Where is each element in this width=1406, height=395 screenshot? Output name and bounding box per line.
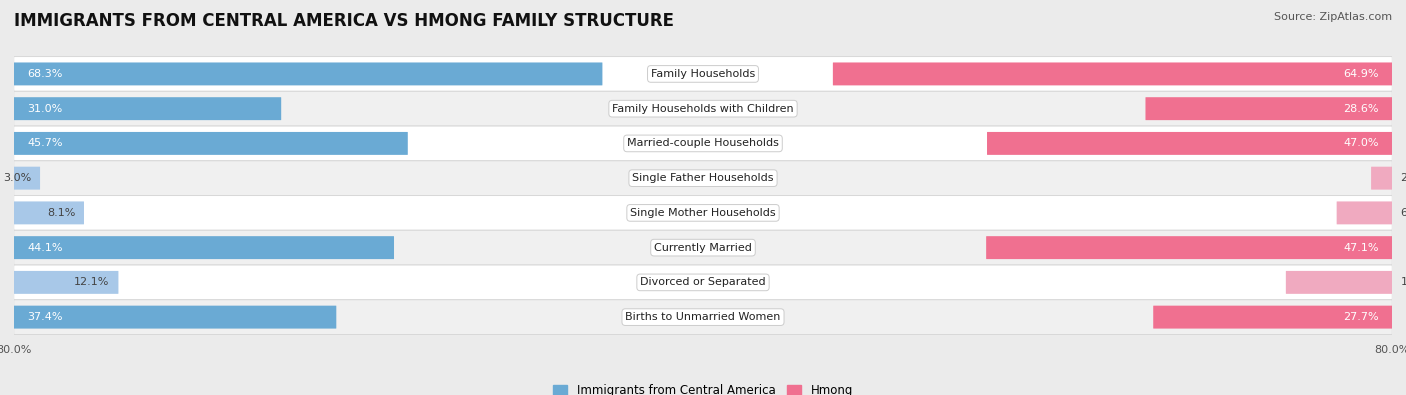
Text: IMMIGRANTS FROM CENTRAL AMERICA VS HMONG FAMILY STRUCTURE: IMMIGRANTS FROM CENTRAL AMERICA VS HMONG… — [14, 12, 673, 30]
FancyBboxPatch shape — [986, 236, 1392, 259]
Text: 45.7%: 45.7% — [27, 138, 62, 149]
FancyBboxPatch shape — [1146, 97, 1392, 120]
Legend: Immigrants from Central America, Hmong: Immigrants from Central America, Hmong — [553, 384, 853, 395]
Text: Married-couple Households: Married-couple Households — [627, 138, 779, 149]
Text: 68.3%: 68.3% — [27, 69, 62, 79]
FancyBboxPatch shape — [14, 97, 281, 120]
FancyBboxPatch shape — [14, 265, 1392, 300]
FancyBboxPatch shape — [14, 91, 1392, 126]
Text: Divorced or Separated: Divorced or Separated — [640, 277, 766, 288]
FancyBboxPatch shape — [14, 62, 602, 85]
FancyBboxPatch shape — [14, 56, 1392, 91]
Text: 47.0%: 47.0% — [1344, 138, 1379, 149]
FancyBboxPatch shape — [14, 196, 1392, 230]
Text: 31.0%: 31.0% — [27, 103, 62, 114]
Text: 12.3%: 12.3% — [1400, 277, 1406, 288]
FancyBboxPatch shape — [1371, 167, 1392, 190]
Text: Births to Unmarried Women: Births to Unmarried Women — [626, 312, 780, 322]
FancyBboxPatch shape — [1286, 271, 1392, 294]
FancyBboxPatch shape — [14, 300, 1392, 335]
Text: Source: ZipAtlas.com: Source: ZipAtlas.com — [1274, 12, 1392, 22]
FancyBboxPatch shape — [1153, 306, 1392, 329]
FancyBboxPatch shape — [14, 271, 118, 294]
FancyBboxPatch shape — [14, 161, 1392, 196]
Text: Family Households with Children: Family Households with Children — [612, 103, 794, 114]
Text: Single Father Households: Single Father Households — [633, 173, 773, 183]
FancyBboxPatch shape — [14, 306, 336, 329]
Text: 27.7%: 27.7% — [1343, 312, 1379, 322]
Text: 2.4%: 2.4% — [1400, 173, 1406, 183]
Text: Family Households: Family Households — [651, 69, 755, 79]
Text: 47.1%: 47.1% — [1344, 243, 1379, 253]
FancyBboxPatch shape — [987, 132, 1392, 155]
Text: 8.1%: 8.1% — [46, 208, 75, 218]
Text: 3.0%: 3.0% — [3, 173, 31, 183]
FancyBboxPatch shape — [14, 126, 1392, 161]
FancyBboxPatch shape — [14, 236, 394, 259]
Text: Single Mother Households: Single Mother Households — [630, 208, 776, 218]
FancyBboxPatch shape — [14, 230, 1392, 265]
Text: Currently Married: Currently Married — [654, 243, 752, 253]
FancyBboxPatch shape — [14, 167, 39, 190]
Text: 12.1%: 12.1% — [75, 277, 110, 288]
FancyBboxPatch shape — [1337, 201, 1392, 224]
Text: 6.4%: 6.4% — [1400, 208, 1406, 218]
FancyBboxPatch shape — [832, 62, 1392, 85]
Text: 64.9%: 64.9% — [1344, 69, 1379, 79]
Text: 44.1%: 44.1% — [27, 243, 62, 253]
FancyBboxPatch shape — [14, 132, 408, 155]
Text: 37.4%: 37.4% — [27, 312, 62, 322]
Text: 28.6%: 28.6% — [1344, 103, 1379, 114]
FancyBboxPatch shape — [14, 201, 84, 224]
